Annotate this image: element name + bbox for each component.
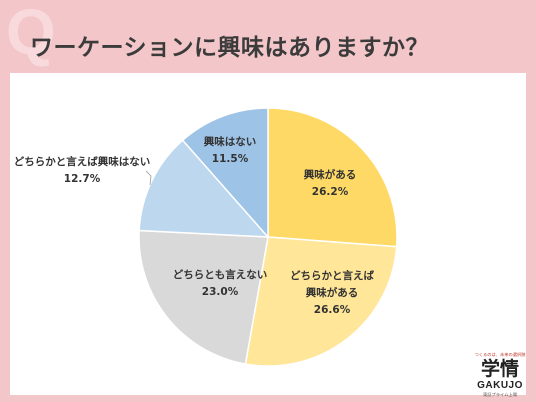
pie-slice-not-interested xyxy=(181,107,269,239)
slice-label-somewhat-interested: どちらかと言えば 興味がある 26.6% xyxy=(272,268,392,319)
gakujo-logo: つくるのは、未来の選択肢 学情 GAKUJO 東証プライム上場 xyxy=(470,351,530,398)
slice-label-text-line1: どちらかと言えば xyxy=(290,270,374,282)
slice-label-percent: 11.5% xyxy=(211,153,249,165)
slice-label-text: どちらかと言えば興味はない xyxy=(13,156,151,168)
slice-label-text-line2: 興味がある xyxy=(305,287,359,299)
slice-label-text: どちらとも言えない xyxy=(172,269,268,281)
q-mark-decoration: Q xyxy=(6,0,56,68)
logo-kanji: 学情 xyxy=(480,358,519,380)
slice-label-neutral: どちらとも言えない 23.0% xyxy=(160,267,280,301)
slice-label-text: 興味はない xyxy=(203,136,257,148)
logo-tagline: つくるのは、未来の選択肢 xyxy=(474,352,526,358)
pie-slice-somewhat-not-interested xyxy=(138,139,270,238)
slice-label-somewhat-not-interested: どちらかと言えば興味はない 12.7% xyxy=(12,154,152,188)
page-title: ワーケーションに興味はありますか？ xyxy=(30,35,430,61)
slice-label-percent: 26.6% xyxy=(313,304,351,316)
logo-sub: 東証プライム上場 xyxy=(483,392,517,398)
pie-slice-somewhat-interested xyxy=(244,236,398,367)
slice-label-percent: 12.7% xyxy=(63,173,101,185)
pie-slice-neutral xyxy=(138,229,269,365)
pie-chart xyxy=(138,107,398,367)
slice-label-percent: 26.2% xyxy=(311,186,349,198)
logo-latin: GAKUJO xyxy=(477,380,523,391)
slice-label-percent: 23.0% xyxy=(201,286,239,298)
leader-line xyxy=(145,170,152,186)
slice-label-not-interested: 興味はない 11.5% xyxy=(190,134,270,168)
pie-slice-interested xyxy=(267,107,398,248)
slice-label-text: 興味がある xyxy=(303,169,357,181)
slice-label-interested: 興味がある 26.2% xyxy=(280,167,380,201)
chart-card: 興味がある 26.2% どちらかと言えば 興味がある 26.6% どちらとも言え… xyxy=(10,73,526,395)
